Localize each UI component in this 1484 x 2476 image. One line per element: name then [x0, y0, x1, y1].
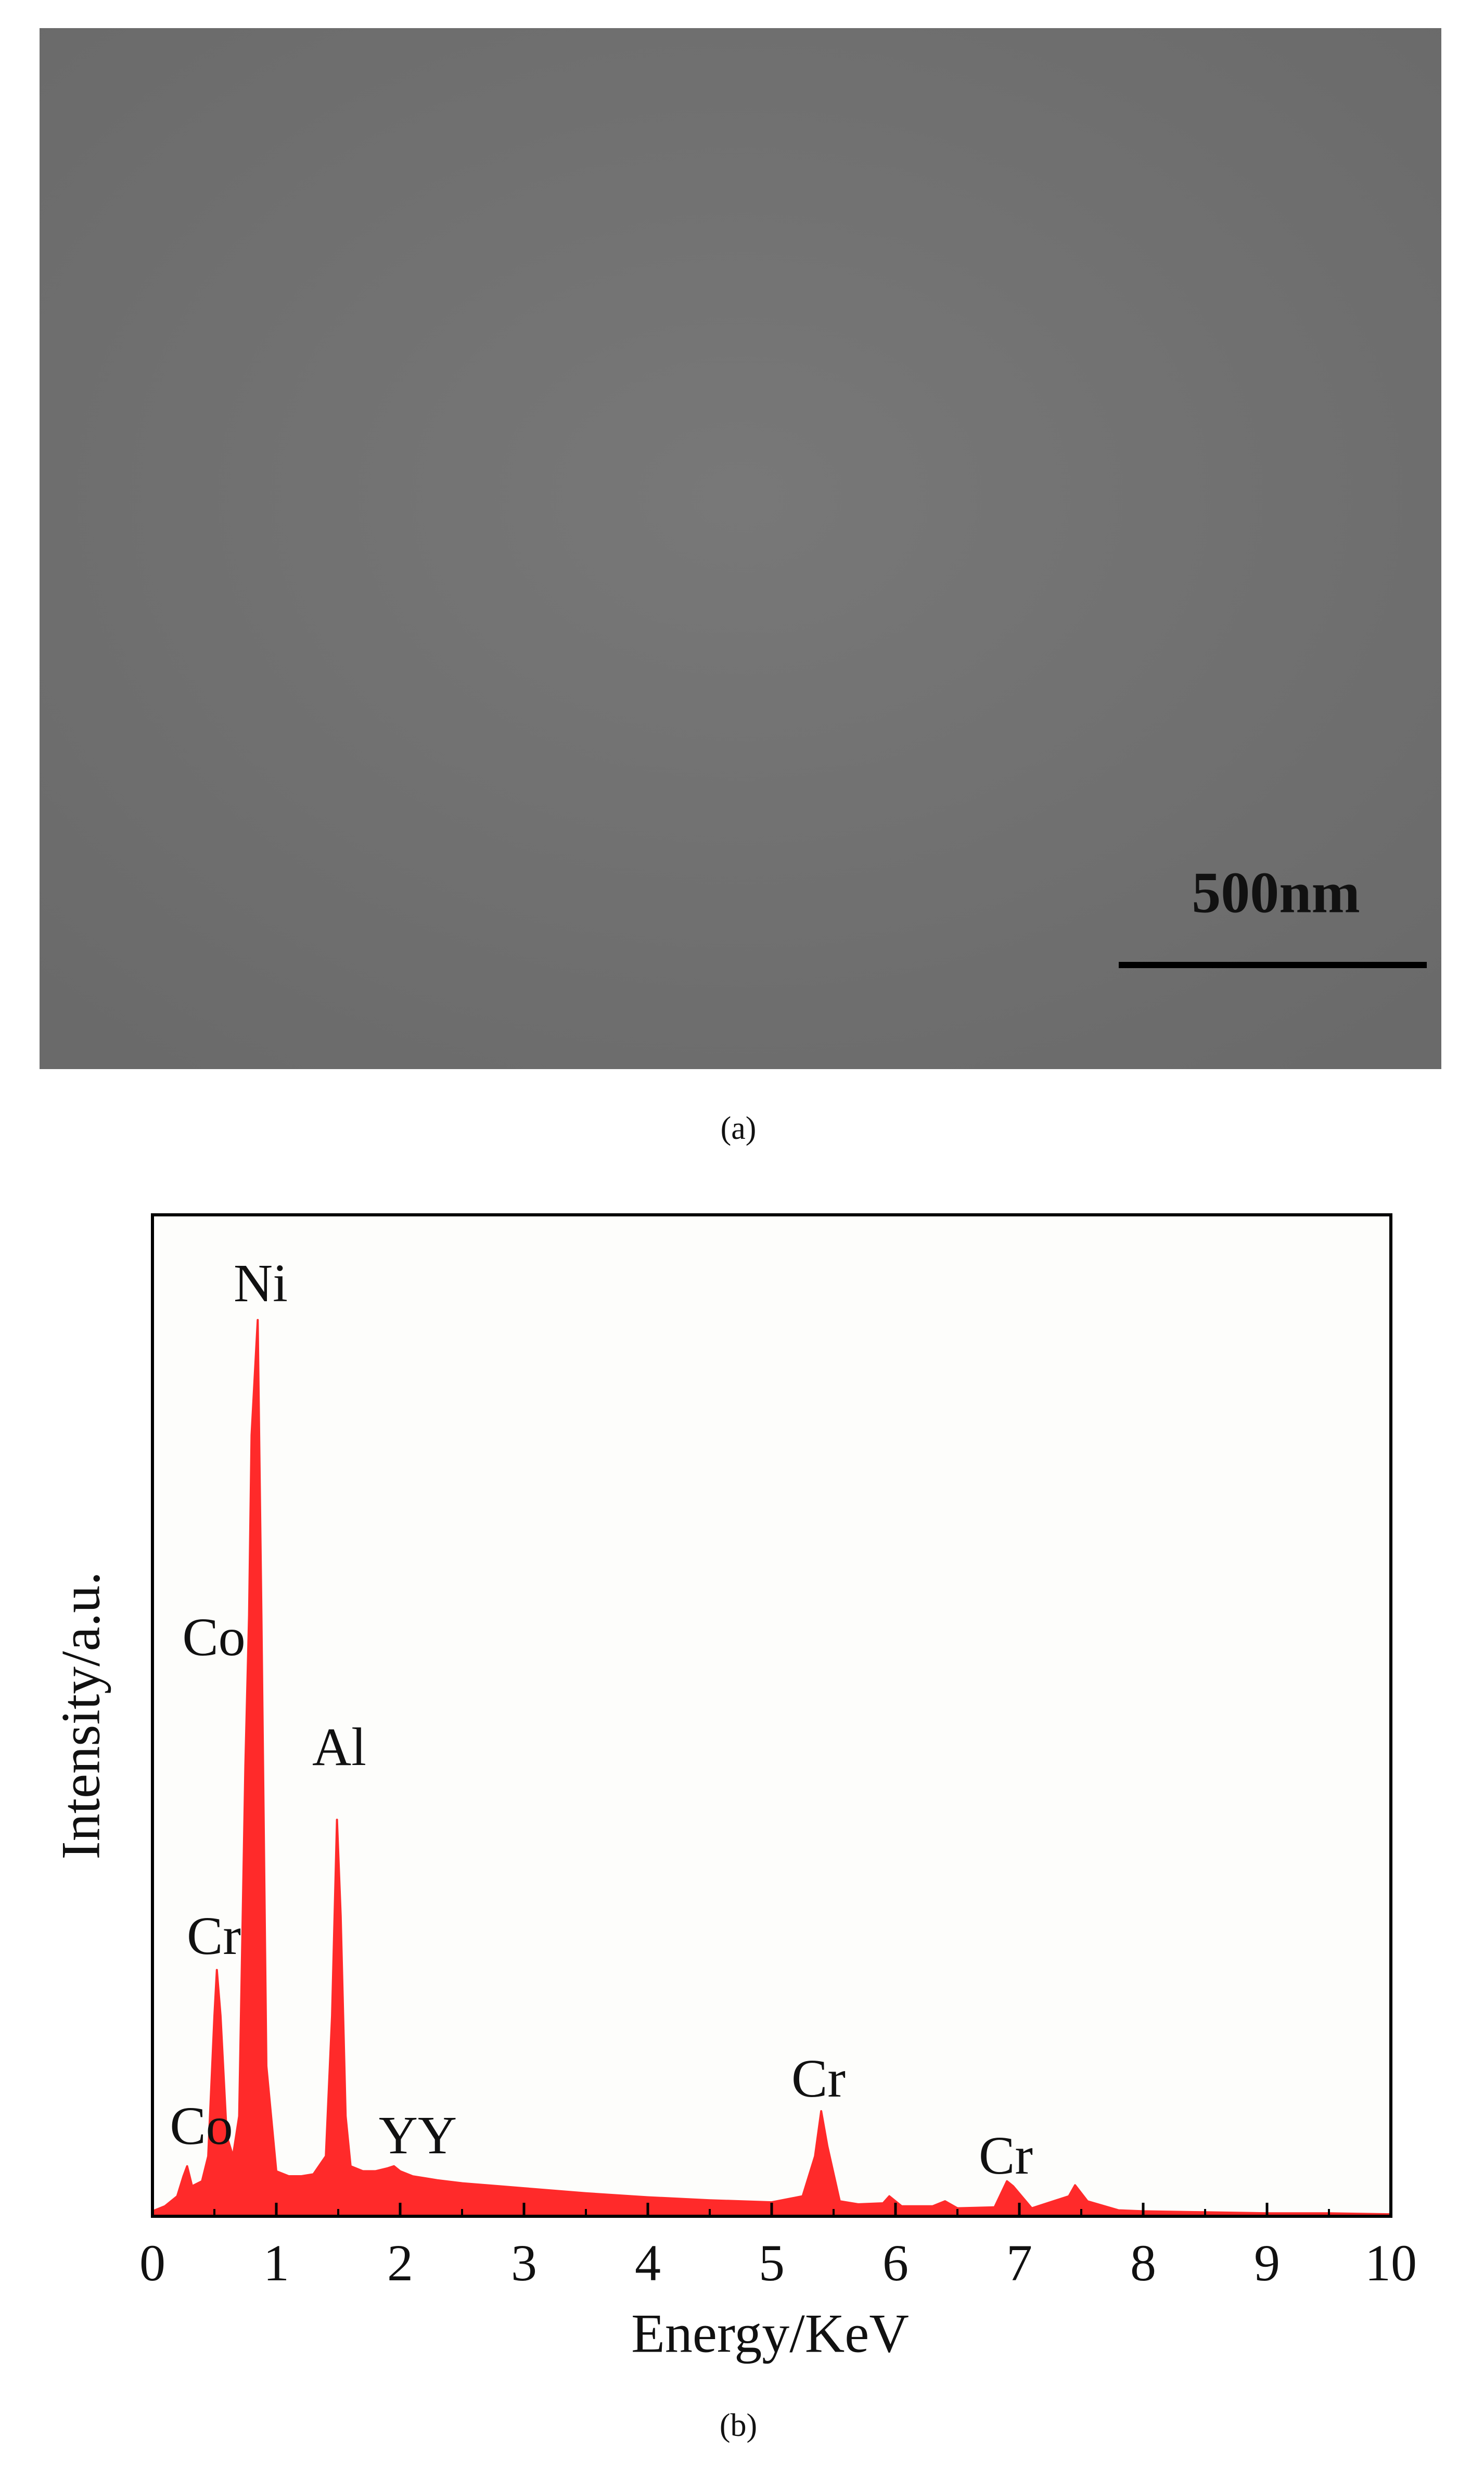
- peak-label: Co: [170, 2096, 233, 2156]
- x-axis-label: Energy/KeV: [631, 2303, 909, 2364]
- x-tick-label: 5: [759, 2234, 785, 2292]
- sem-image: [40, 28, 1441, 1069]
- scale-bar: [1119, 962, 1427, 968]
- peak-label: YY: [379, 2105, 457, 2165]
- x-tick-label: 6: [882, 2234, 909, 2292]
- x-tick-label: 4: [635, 2234, 661, 2292]
- x-tick-label: 9: [1254, 2234, 1280, 2292]
- plot-area: [152, 1215, 1391, 2216]
- x-tick-label: 7: [1006, 2234, 1032, 2292]
- peak-label: Cr: [979, 2126, 1033, 2186]
- peak-label: Ni: [234, 1253, 288, 1313]
- scale-bar-label: 500nm: [1192, 861, 1360, 925]
- caption-b: (b): [720, 2408, 757, 2443]
- x-tick-label: 0: [139, 2234, 165, 2292]
- x-tick-label: 8: [1130, 2234, 1156, 2292]
- plot: [151, 1319, 1392, 2217]
- x-tick-label: 3: [511, 2234, 537, 2292]
- x-tick-label: 1: [263, 2234, 289, 2292]
- peak-label: Al: [312, 1717, 366, 1777]
- peak-label: Co: [182, 1607, 245, 1667]
- peak-label: Cr: [187, 1906, 241, 1966]
- spectrum-area: [151, 1319, 1392, 2217]
- y-axis-label: Intensity/a.u.: [50, 1571, 111, 1859]
- caption-a: (a): [721, 1111, 757, 1146]
- peak-label: Cr: [791, 2049, 846, 2109]
- x-tick-label: 10: [1365, 2234, 1417, 2292]
- x-tick-label: 2: [387, 2234, 413, 2292]
